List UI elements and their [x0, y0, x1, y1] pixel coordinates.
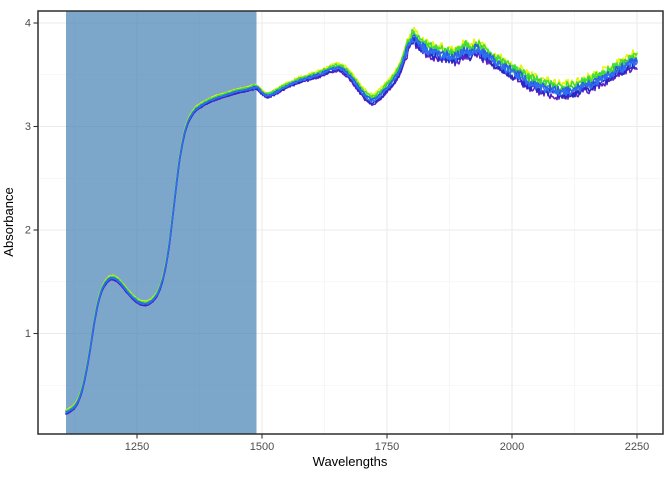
spectrum-line [65, 38, 638, 414]
y-axis-tick-label: 3 [25, 121, 31, 133]
y-axis-tick-label: 2 [25, 225, 31, 237]
spectra-lines [65, 26, 638, 415]
x-axis-title: Wavelengths [313, 454, 388, 469]
y-axis-tick-label: 4 [25, 18, 31, 30]
x-axis-tick-label: 1750 [375, 441, 399, 453]
x-axis-tick-label: 1250 [125, 441, 149, 453]
y-axis-tick-labels: 1 2 3 4 [25, 18, 31, 340]
x-axis-tick-labels: 1250 1500 1750 2000 2250 [125, 441, 649, 453]
y-axis-ticks [33, 22, 38, 335]
highlight-region [66, 11, 257, 434]
y-axis-tick-label: 1 [25, 328, 31, 340]
panel-border [37, 10, 664, 435]
y-axis-title: Absorbance [1, 187, 16, 256]
x-axis-tick-label: 1500 [250, 441, 274, 453]
x-axis-tick-label: 2000 [500, 441, 524, 453]
x-axis-ticks [136, 434, 638, 439]
x-axis-tick-label: 2250 [625, 441, 649, 453]
